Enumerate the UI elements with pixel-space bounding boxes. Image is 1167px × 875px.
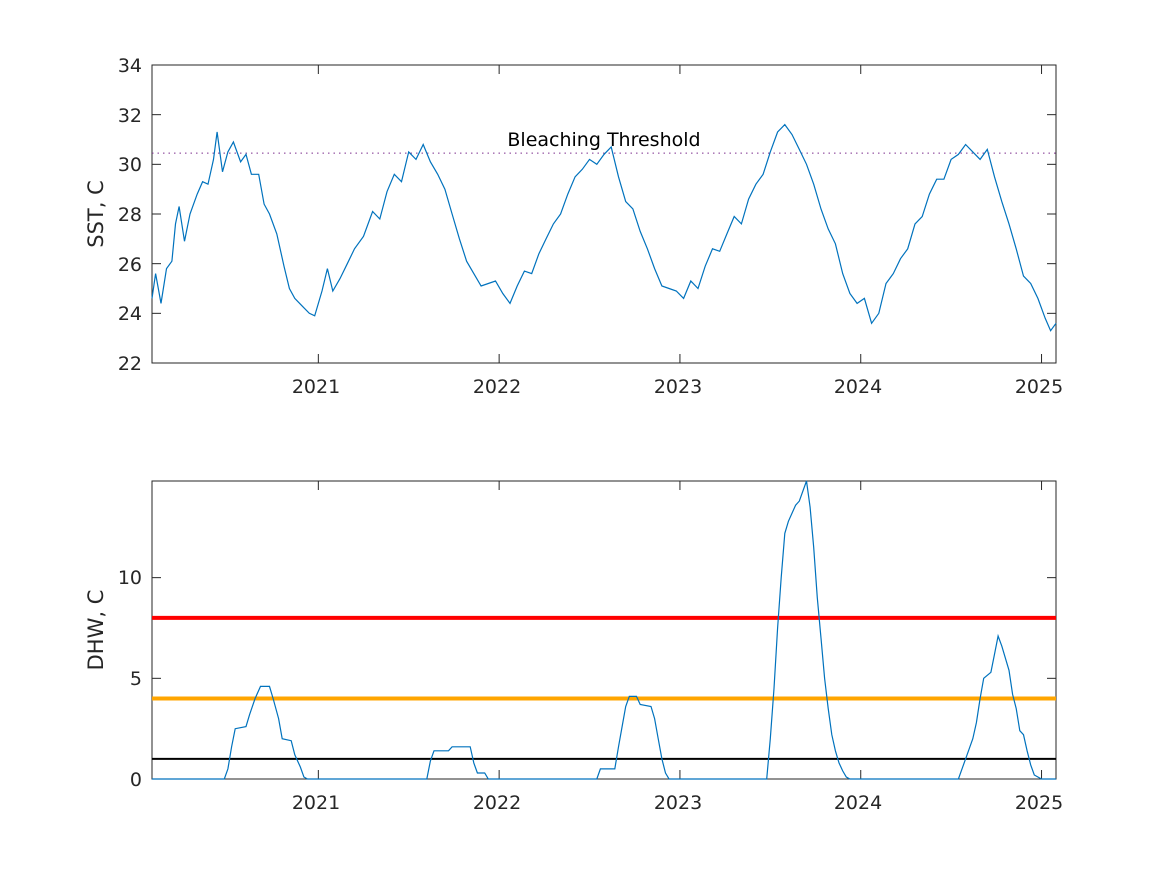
dhw-xtick-label: 2021 [292, 792, 340, 814]
sst-panel: 2021 2022 2023 2024 2025 22 24 26 28 30 … [84, 55, 1063, 398]
sst-series-line [151, 123, 1057, 332]
dhw-series-line [152, 480, 1056, 780]
sst-ytick-label: 24 [118, 303, 142, 325]
dhw-ytick-label: 0 [130, 769, 142, 791]
bleaching-threshold-label: Bleaching Threshold [507, 129, 700, 151]
dhw-axes-frame [151, 480, 1057, 780]
dhw-reference-lines [152, 615, 1056, 760]
dhw-ytick-label: 10 [118, 567, 142, 589]
sst-ytick-label: 32 [118, 105, 142, 127]
sst-ytick-label: 34 [118, 55, 142, 77]
dhw-xtick-label: 2023 [654, 792, 702, 814]
sst-xtick-label: 2024 [834, 376, 882, 398]
sst-xtick-label: 2023 [654, 376, 702, 398]
sst-ticks [152, 64, 1056, 364]
sst-xtick-label: 2025 [1015, 376, 1063, 398]
sst-xtick-label: 2021 [292, 376, 340, 398]
dhw-xtick-label: 2025 [1015, 792, 1063, 814]
sst-ytick-label: 28 [118, 204, 142, 226]
dhw-y-axis-label: DHW, C [84, 590, 108, 671]
sst-ytick-label: 22 [118, 353, 142, 375]
sst-ytick-label: 26 [118, 254, 142, 276]
dhw-xtick-label: 2024 [834, 792, 882, 814]
sst-xtick-label: 2022 [473, 376, 521, 398]
dhw-ytick-label: 5 [130, 668, 142, 690]
dhw-ticks [152, 481, 1056, 780]
sst-y-axis-label: SST, C [84, 180, 108, 248]
sst-ytick-label: 30 [118, 154, 142, 176]
dhw-xtick-label: 2022 [473, 792, 521, 814]
dhw-panel: 2021 2022 2023 2024 2025 0 5 10 DHW, C [84, 480, 1063, 814]
